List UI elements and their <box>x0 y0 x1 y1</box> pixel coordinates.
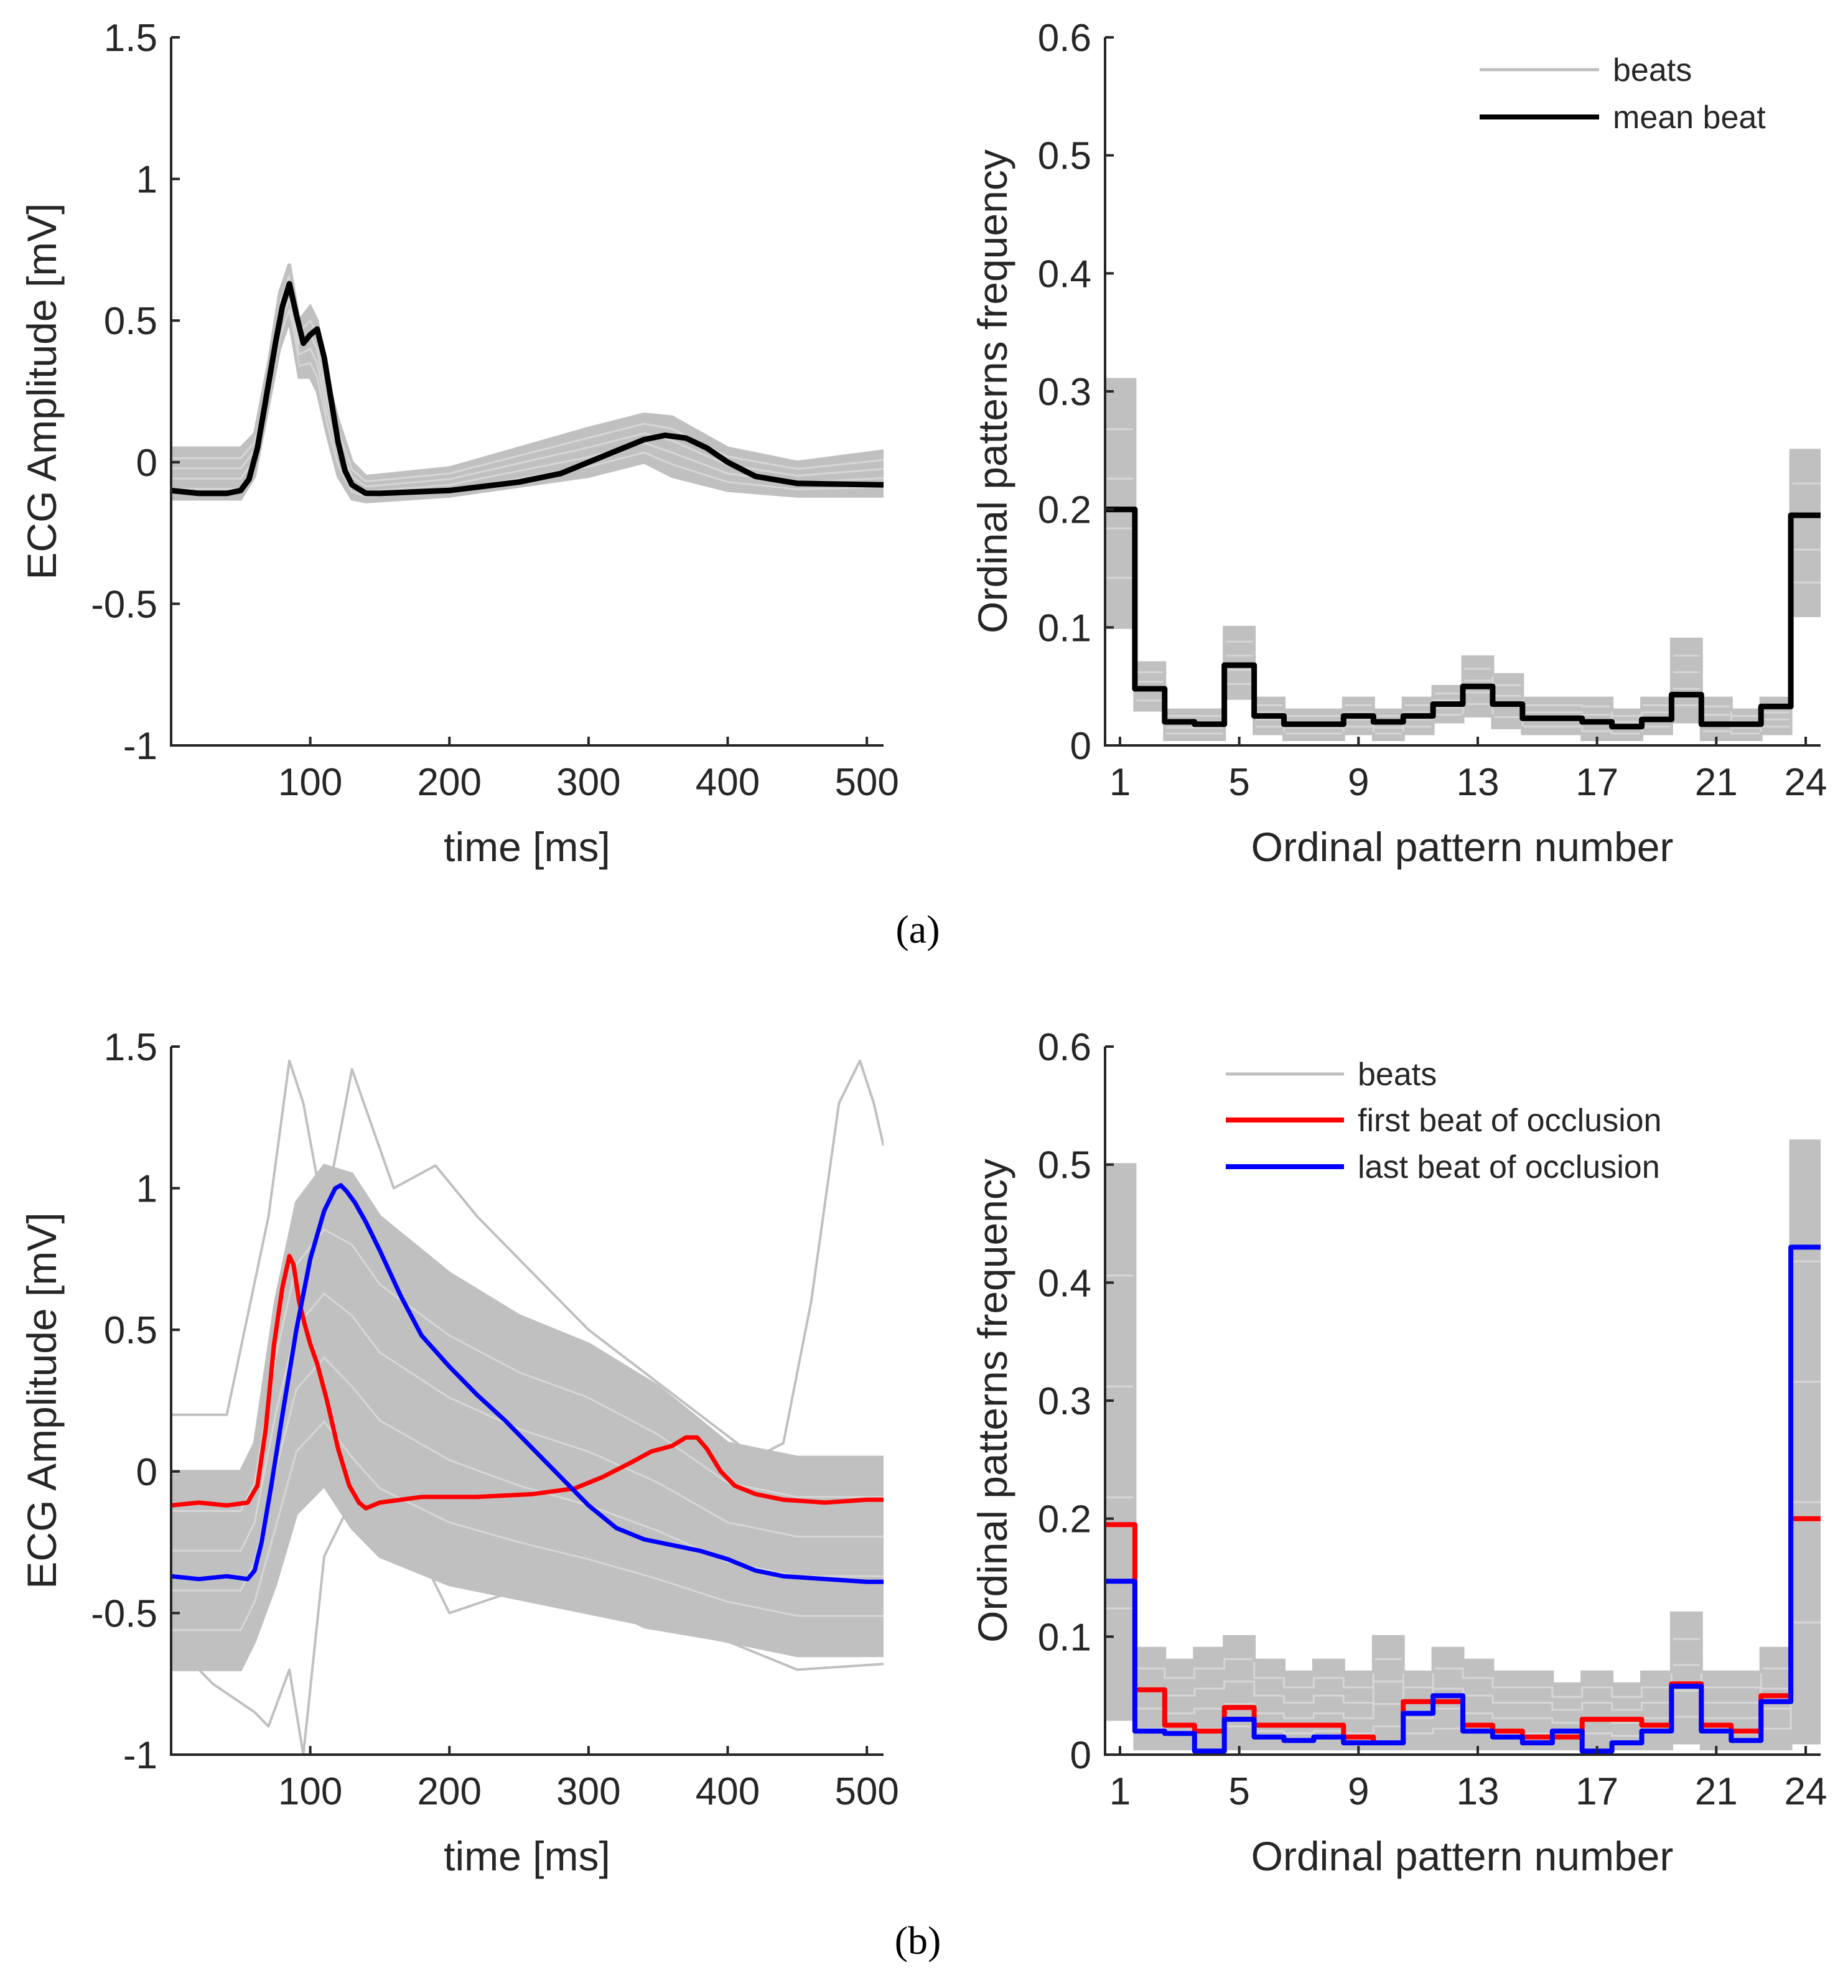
b-ecg-xlabel: time [ms] <box>444 1833 610 1879</box>
a-op-xtick-label-13: 13 <box>1456 761 1499 804</box>
a-ecg-xtick-label-400: 400 <box>696 761 760 804</box>
b-op-xtick-label-13: 13 <box>1456 1770 1499 1813</box>
b-op-xtick-label-9: 9 <box>1348 1770 1369 1813</box>
b-op-series-beats-trace-4 <box>1105 1260 1821 1698</box>
b-ecg-ytick-label-1: 1 <box>136 1168 157 1211</box>
a-ecg-ytick-label-1.5: 1.5 <box>104 17 157 60</box>
a-op-xtick-label-17: 17 <box>1575 761 1618 804</box>
a-op-xtick-label-21: 21 <box>1695 761 1738 804</box>
a-op-ticks: 1 5 9 13 17 21 24 0 0.1 0.2 0.3 0.4 0.5 0.6 <box>1038 17 1827 804</box>
b-ecg-ytick-label-0: 0 <box>136 1451 157 1494</box>
a-op-ytick-label-0.3: 0.3 <box>1038 371 1091 414</box>
a-ecg-xtick-label-100: 100 <box>278 761 342 804</box>
a-ecg-plot-area <box>171 263 884 504</box>
a-op-ylabel: Ordinal patterns frequency <box>969 149 1015 633</box>
b-op-ytick-label-0.1: 0.1 <box>1038 1616 1091 1659</box>
b-ecg-series-beats-trace-4 <box>171 1228 884 1512</box>
b-ecg-ylabel: ECG Amplitude [mV] <box>19 1212 65 1589</box>
b-op-series-beats-trace-3 <box>1105 1381 1821 1711</box>
a-op-xtick-label-1: 1 <box>1109 761 1131 804</box>
b-op-xtick-label-21: 21 <box>1695 1770 1738 1813</box>
b-op-ytick-label-0.3: 0.3 <box>1038 1380 1091 1423</box>
a-op-legend: beats mean beat <box>1480 52 1766 136</box>
b-ecg-ytick-label--0.5: -0.5 <box>91 1592 157 1635</box>
a-op-series-beats-upper <box>1105 378 1821 712</box>
a-ecg-ytick-label-0.5: 0.5 <box>104 300 157 343</box>
b-op-ylabel: Ordinal patterns frequency <box>969 1159 1015 1643</box>
a-ecg-series-mean-beat <box>171 281 884 497</box>
a-op-series-mean-beat <box>1105 506 1821 730</box>
a-op-xtick-label-9: 9 <box>1348 761 1369 804</box>
a-ecg-xtick-label-200: 200 <box>418 761 482 804</box>
b-ecg-series-last-beat-of-occlusion <box>171 1183 884 1584</box>
a-op-ytick-label-0.5: 0.5 <box>1038 135 1091 178</box>
b-ecg-series-beats-outlier <box>171 1059 884 1458</box>
a-op-xlabel: Ordinal pattern number <box>1251 824 1674 870</box>
panel-b-label: (b) <box>895 1918 941 1962</box>
b-op-legend: beats first beat of occlusion last beat … <box>1226 1057 1661 1185</box>
b-op-xtick-label-17: 17 <box>1575 1770 1618 1813</box>
b-op-xtick-label-24: 24 <box>1785 1770 1827 1813</box>
chart-a-op: 1 5 9 13 17 21 24 0 0.1 0.2 0.3 0.4 0.5 0.6 Ordinal p… <box>969 17 1827 870</box>
a-ecg-series-beats-lower <box>171 320 884 504</box>
a-op-plot-area <box>1105 378 1821 741</box>
b-op-ytick-label-0.2: 0.2 <box>1038 1498 1091 1541</box>
a-op-xtick-label-24: 24 <box>1785 761 1827 804</box>
a-ecg-ytick-label-1: 1 <box>136 159 157 202</box>
a-ecg-ylabel: ECG Amplitude [mV] <box>19 203 65 579</box>
b-ecg-series-beats-upper <box>171 1164 884 1473</box>
a-op-ytick-label-0.1: 0.1 <box>1038 607 1091 650</box>
b-op-xlabel: Ordinal pattern number <box>1251 1833 1674 1879</box>
b-op-xtick-label-5: 5 <box>1228 1770 1249 1813</box>
a-op-ytick-label-0.4: 0.4 <box>1038 253 1091 296</box>
a-ecg-ticks: 100 200 300 400 500 -1 -0.5 0 0.5 1 1.5 <box>91 17 899 804</box>
legend-beats-label: beats <box>1358 1057 1437 1093</box>
b-op-ytick-label-0: 0 <box>1070 1734 1091 1777</box>
legend-first-beat-label: first beat of occlusion <box>1358 1103 1661 1139</box>
b-ecg-xtick-label-300: 300 <box>556 1770 620 1813</box>
chart-b-op: 1 5 9 13 17 21 24 0 0.1 0.2 0.3 0.4 0.5 0.6 Ordinal p… <box>969 1026 1827 1879</box>
b-ecg-series-first-beat-of-occlusion <box>171 1254 884 1511</box>
b-ecg-xtick-label-500: 500 <box>834 1770 898 1813</box>
a-ecg-ytick-label-0: 0 <box>136 442 157 485</box>
legend-last-beat-label: last beat of occlusion <box>1358 1149 1660 1185</box>
a-op-xtick-label-5: 5 <box>1228 761 1249 804</box>
a-op-ytick-label-0: 0 <box>1070 725 1091 768</box>
b-op-xtick-label-1: 1 <box>1109 1770 1131 1813</box>
b-ecg-ytick-label-0.5: 0.5 <box>104 1309 157 1352</box>
b-op-ytick-label-0.4: 0.4 <box>1038 1262 1091 1305</box>
a-ecg-ytick-label--1: -1 <box>123 725 157 768</box>
b-ecg-series-beats-outlier-low <box>171 1498 884 1755</box>
b-op-ticks: 1 5 9 13 17 21 24 0 0.1 0.2 0.3 0.4 0.5 0.6 <box>1038 1026 1827 1813</box>
b-ecg-plot-area <box>171 1059 884 1755</box>
a-ecg-xlabel: time [ms] <box>444 824 610 870</box>
chart-b-ecg: 100 200 300 400 500-1-0.500.511.5 time [ms] … <box>19 1026 899 1879</box>
b-ecg-xtick-label-200: 200 <box>418 1770 482 1813</box>
a-ecg-xtick-label-500: 500 <box>834 761 898 804</box>
b-op-plot-area <box>1105 1139 1821 1754</box>
a-ecg-ytick-label--0.5: -0.5 <box>91 583 157 626</box>
b-op-series-beats-upper <box>1105 1139 1821 1686</box>
b-ecg-series-beats-trace-3 <box>171 1292 884 1552</box>
chart-a-ecg: 100 200 300 400 500-1-0.500.511.5 time [ms] … <box>19 17 899 870</box>
a-op-ytick-label-0.6: 0.6 <box>1038 17 1091 60</box>
b-ecg-xtick-label-400: 400 <box>696 1770 760 1813</box>
b-op-ytick-label-0.5: 0.5 <box>1038 1144 1091 1187</box>
b-ecg-ticks: 100 200 300 400 500 -1 -0.5 0 0.5 1 1.5 <box>91 1026 899 1813</box>
b-ecg-series-beats-trace-1 <box>171 1420 884 1631</box>
b-op-series-last-beat-of-occlusion <box>1105 1244 1821 1754</box>
b-ecg-ytick-label-1.5: 1.5 <box>104 1026 157 1069</box>
legend-beats-label: beats <box>1613 52 1692 88</box>
b-ecg-ytick-label--1: -1 <box>123 1734 157 1777</box>
a-ecg-xtick-label-300: 300 <box>556 761 620 804</box>
a-op-ytick-label-0.2: 0.2 <box>1038 489 1091 532</box>
legend-mean-beat-label: mean beat <box>1613 100 1766 136</box>
b-op-ytick-label-0.6: 0.6 <box>1038 1026 1091 1069</box>
panel-a-label: (a) <box>895 907 940 951</box>
b-ecg-xtick-label-100: 100 <box>278 1770 342 1813</box>
